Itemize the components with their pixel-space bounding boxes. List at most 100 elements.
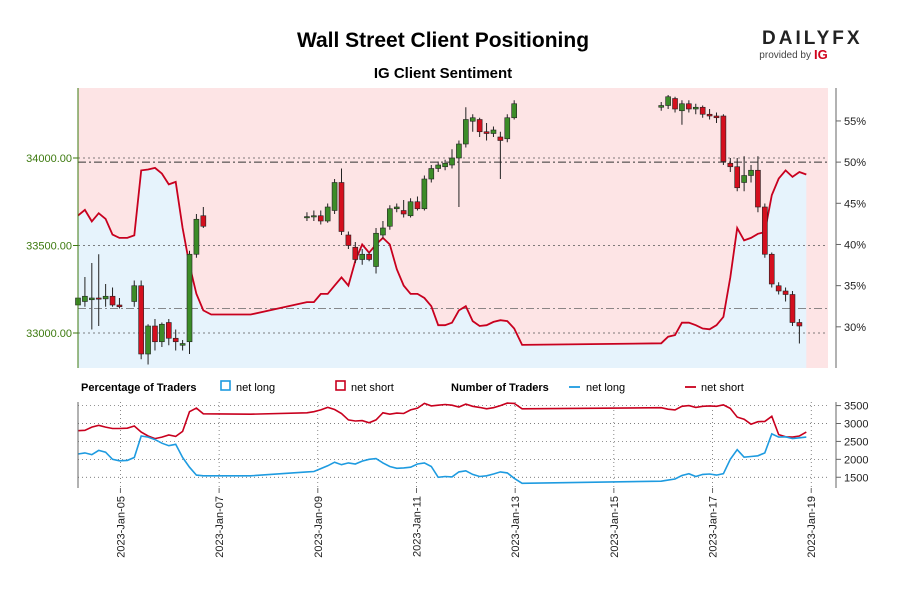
sentiment-tick-label: 35% (844, 281, 866, 293)
count-tick-label: 1500 (844, 472, 868, 484)
brand-ig: IG (814, 47, 828, 62)
count-tick-label: 2500 (844, 436, 868, 448)
candle-body (89, 297, 95, 301)
candle-body (317, 215, 324, 222)
candle-body (359, 253, 366, 260)
net-long-area (78, 167, 807, 368)
candle-body (193, 218, 200, 255)
candle-body (338, 182, 345, 232)
brand-provided-by: provided by (759, 50, 811, 61)
candle-body (311, 215, 317, 218)
date-tick-label: 2023-Jan-05 (115, 496, 127, 558)
candle-body (789, 294, 796, 323)
brand-name: DAILYFX (762, 28, 863, 49)
candle-body (159, 323, 165, 343)
candle-body (407, 201, 414, 217)
candle-body (172, 337, 179, 343)
candle-body (373, 232, 379, 267)
legend-long-num-label: net long (586, 382, 625, 394)
legend-pct-header: Percentage of Traders (81, 382, 197, 394)
price-tick-label: 34000.00 (26, 153, 72, 165)
legend-long-pct-swatch (220, 380, 231, 391)
candle-body (82, 295, 88, 302)
candle-body (345, 234, 352, 246)
net-long-pct-line (77, 166, 807, 346)
candle-body (186, 253, 193, 343)
candle-body (324, 206, 331, 222)
candle-body (380, 227, 386, 236)
candle-body (165, 322, 172, 339)
candle-body (504, 117, 511, 140)
legend-num-header: Number of Traders (451, 382, 549, 394)
candle-body (200, 215, 207, 227)
candle-body (755, 169, 761, 208)
candle-body (131, 285, 138, 302)
candle-body (428, 168, 435, 180)
candle-body (762, 206, 768, 255)
traders-lines (77, 402, 807, 485)
candle-body (511, 103, 517, 119)
candle-body (138, 285, 144, 355)
net-long-traders-line (77, 432, 807, 485)
candle-body (442, 162, 448, 168)
candle-body (658, 105, 665, 108)
candle-body (692, 106, 699, 110)
candle-body (393, 206, 400, 210)
candle-body (706, 113, 713, 117)
candle-body (145, 325, 151, 355)
legend-short-pct-swatch (335, 380, 346, 391)
candle-body (483, 131, 490, 134)
candle-body (152, 325, 158, 343)
candle-body (352, 246, 359, 260)
candle-body (109, 295, 116, 306)
candle-body (713, 115, 720, 119)
date-tick-label: 2023-Jan-15 (609, 496, 621, 558)
candle-body (304, 216, 310, 219)
candle-body (672, 98, 678, 110)
price-tick-label: 33500.00 (26, 241, 72, 253)
legend: Percentage of Traders net long net short… (81, 380, 744, 394)
date-tick-label: 2023-Jan-17 (708, 496, 720, 558)
candle-body (734, 166, 741, 189)
legend-short-pct-label: net short (351, 382, 394, 394)
candle-body (686, 103, 692, 110)
date-tick-label: 2023-Jan-09 (313, 496, 325, 558)
candle-body (435, 164, 441, 169)
candle-body (665, 96, 671, 106)
price-candles (75, 95, 803, 365)
candle-body (748, 169, 754, 176)
candle-body (469, 117, 476, 122)
dailyfx-logo: DAILYFX provided by IG (759, 28, 863, 62)
candle-body (782, 290, 789, 295)
candle-body (463, 119, 469, 145)
count-tick-label: 2000 (844, 454, 868, 466)
sentiment-tick-label: 55% (844, 116, 866, 128)
date-tick-label: 2023-Jan-11 (411, 496, 423, 557)
candle-body (414, 201, 421, 210)
date-tick-label: 2023-Jan-19 (806, 496, 818, 558)
candle-body (679, 103, 685, 112)
candle-body (456, 143, 462, 159)
legend-long-pct-label: net long (236, 382, 275, 394)
candle-body (449, 157, 455, 166)
count-tick-label: 3500 (844, 401, 868, 413)
legend-short-num-label: net short (701, 382, 744, 394)
net-long-percentage-line (77, 166, 807, 346)
candle-body (116, 304, 123, 308)
sentiment-tick-label: 30% (844, 322, 866, 334)
candle-body (490, 129, 497, 134)
candle-body (400, 210, 407, 215)
candle-body (421, 178, 428, 210)
date-tick-label: 2023-Jan-07 (214, 496, 226, 558)
candle-body (331, 182, 338, 211)
sentiment-tick-label: 40% (844, 239, 866, 251)
date-axis: 2023-Jan-05 2023-Jan-07 2023-Jan-09 2023-Ja… (115, 488, 818, 558)
candle-body (768, 253, 775, 285)
candle-body (476, 119, 483, 133)
candle-body (497, 136, 504, 141)
sentiment-tick-label: 45% (844, 198, 866, 210)
candle-body (95, 297, 102, 300)
candle-body (102, 295, 109, 300)
chart-subtitle: IG Client Sentiment (374, 65, 512, 82)
